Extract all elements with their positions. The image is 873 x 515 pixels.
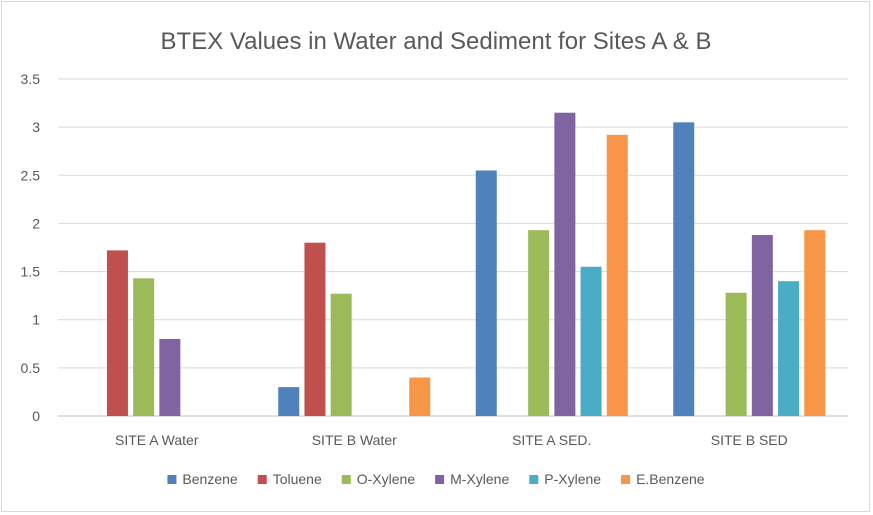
- bar-e-benzene: [409, 377, 431, 416]
- legend-label: P-Xylene: [544, 471, 601, 487]
- bar-e-benzene: [606, 134, 628, 417]
- bar-p-xylene: [778, 281, 800, 416]
- bar-m-xylene: [159, 338, 181, 416]
- bar-o-xylene: [133, 278, 155, 416]
- y-tick-label: 1: [32, 312, 40, 328]
- x-tick-label: SITE A Water: [115, 432, 199, 448]
- bar-o-xylene: [725, 292, 747, 416]
- bar-benzene: [278, 387, 300, 416]
- y-tick-label: 2.5: [21, 167, 41, 183]
- bar-e-benzene: [804, 230, 826, 416]
- y-tick-label: 0.5: [21, 360, 41, 376]
- x-tick-label: SITE A SED.: [512, 432, 591, 448]
- x-axis-ticks: SITE A Water SITE B Water SITE A SED. SITE …: [115, 432, 788, 448]
- bar-o-xylene: [528, 230, 550, 416]
- legend-label: M-Xylene: [450, 471, 509, 487]
- legend-swatch: [257, 475, 267, 484]
- legend-swatch: [621, 475, 631, 484]
- bar-o-xylene: [330, 293, 352, 416]
- x-tick-label: SITE B Water: [312, 432, 397, 448]
- bar-m-xylene: [554, 112, 576, 416]
- y-tick-label: 2: [32, 215, 40, 231]
- bar-benzene: [475, 170, 497, 416]
- bar-benzene: [673, 122, 695, 416]
- y-tick-label: 1.5: [21, 264, 41, 280]
- legend-swatch: [167, 475, 177, 484]
- legend-label: Toluene: [273, 471, 322, 487]
- legend-label: Benzene: [182, 471, 237, 487]
- chart-title: BTEX Values in Water and Sediment for Si…: [161, 28, 712, 55]
- legend-swatch: [341, 475, 351, 484]
- y-tick-label: 3: [32, 119, 40, 135]
- y-tick-label: 0: [32, 408, 40, 424]
- gridlines: [58, 78, 848, 417]
- legend: Benzene Toluene O-Xylene M-Xylene P-Xylene E.…: [167, 471, 705, 487]
- legend-label: E.Benzene: [636, 471, 705, 487]
- y-axis-ticks: 0 0.5 1 1.5 2 2.5 3 3.5: [21, 71, 41, 424]
- legend-swatch: [435, 475, 445, 484]
- legend-label: O-Xylene: [357, 471, 416, 487]
- y-tick-label: 3.5: [21, 71, 41, 87]
- bar-m-xylene: [751, 234, 773, 416]
- bar-toluene: [304, 242, 326, 416]
- legend-swatch: [529, 475, 539, 484]
- x-tick-label: SITE B SED: [711, 432, 788, 448]
- bars: [106, 112, 826, 417]
- bar-p-xylene: [580, 266, 602, 416]
- bar-toluene: [106, 250, 128, 416]
